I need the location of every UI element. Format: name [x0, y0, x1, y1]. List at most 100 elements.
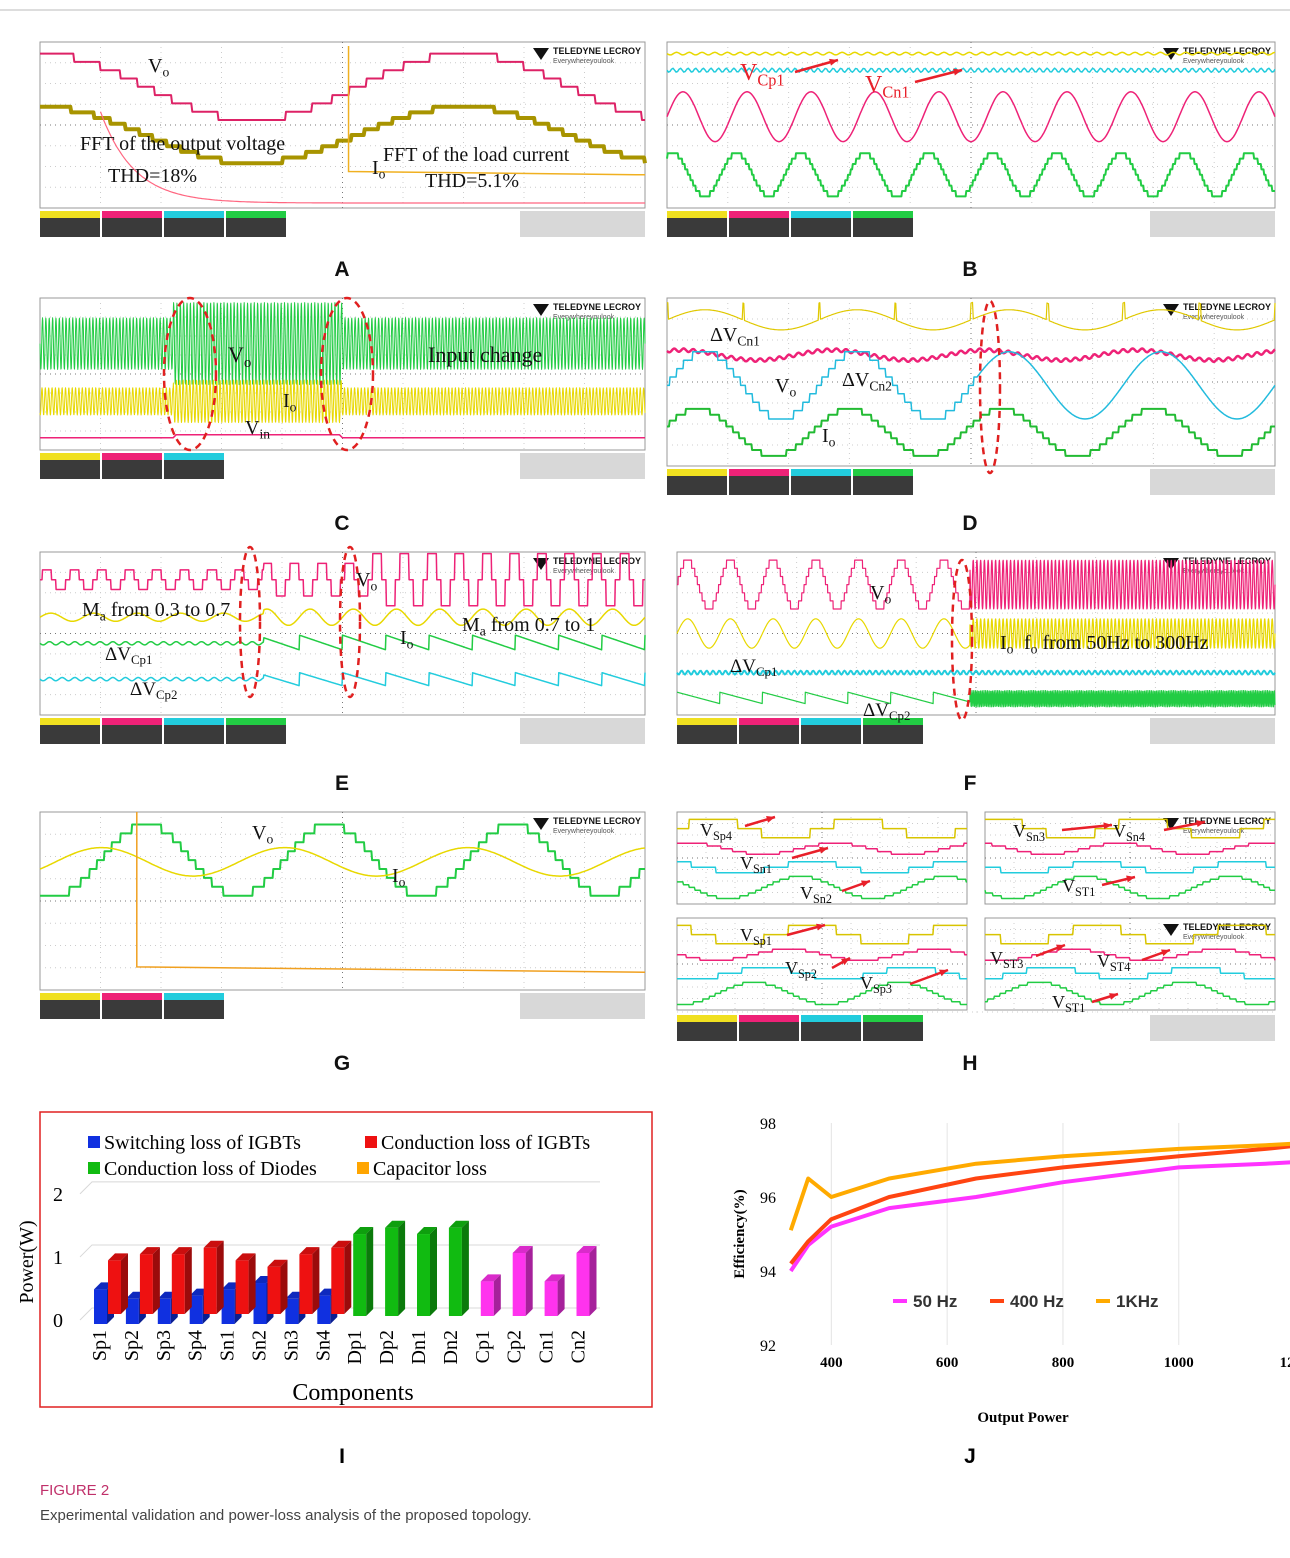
annotation-text: I — [400, 627, 407, 649]
annotation-text: V — [870, 582, 885, 604]
bar — [417, 1227, 437, 1316]
scope-timebase-box — [1150, 718, 1275, 744]
brand-tagline: Everywhereyoulook — [553, 828, 615, 835]
bar — [299, 1247, 319, 1314]
legend-swatch — [88, 1136, 100, 1148]
bar-front — [140, 1254, 153, 1314]
scope-channel-tag — [102, 211, 162, 218]
panel-letter: C — [334, 512, 349, 535]
caption-label: FIGURE 2 — [40, 1482, 109, 1499]
annotation-text: ΔV — [710, 324, 738, 346]
page: FIGURE 2 Experimental validation and pow… — [0, 0, 1290, 1558]
annotation-text: ΔV — [730, 656, 756, 677]
annotation-text: V — [228, 342, 244, 367]
bar-side — [312, 1247, 319, 1314]
annotation-text: V — [990, 948, 1003, 968]
annotation-tail: from 50Hz to 300Hz — [1037, 632, 1208, 654]
scope-channel-tag — [791, 211, 851, 218]
panel-letter: H — [962, 1052, 977, 1075]
chart-letter: I — [339, 1445, 345, 1468]
annotation-sub: o — [244, 355, 251, 371]
x-tick-label: 800 — [1052, 1355, 1075, 1371]
annotation: THD=5.1% — [425, 170, 519, 192]
bar — [481, 1274, 501, 1316]
bar-side — [249, 1253, 256, 1314]
annotation-text: V — [1062, 876, 1075, 896]
bar-front — [236, 1260, 249, 1314]
scope-timebase-box — [520, 453, 645, 479]
x-tick-label: Cn1 — [536, 1330, 558, 1363]
bar-front — [172, 1254, 185, 1314]
panel-letter: A — [334, 258, 349, 281]
scope-timebase-box — [520, 993, 645, 1019]
legend-label: Conduction loss of IGBTs — [381, 1132, 590, 1154]
annotation-text: V — [148, 55, 163, 77]
annotation-sub: Sn2 — [813, 892, 832, 906]
x-tick-label: 1200 — [1280, 1355, 1290, 1371]
scope-channel-tag — [739, 718, 799, 725]
figure: FIGURE 2 Experimental validation and pow… — [0, 0, 1290, 1558]
bar-side — [558, 1274, 565, 1316]
bar-front — [331, 1248, 344, 1314]
annotation-text: FFT of the output voltage — [80, 133, 285, 155]
scope-timebase-box — [1150, 211, 1275, 237]
scope-channel-tag — [40, 453, 100, 460]
scope-channel-tag — [677, 1015, 737, 1022]
annotation-text: V — [356, 569, 371, 591]
bar — [172, 1247, 192, 1314]
annotation-sub: o — [290, 399, 297, 414]
x-tick-label: Sn2 — [249, 1330, 271, 1361]
chart-letter: J — [964, 1445, 976, 1468]
annotation-sub: ST1 — [1065, 1001, 1085, 1015]
annotation-sub: o — [1007, 641, 1014, 656]
bar-side — [344, 1241, 351, 1314]
x-tick-label: Cp1 — [472, 1330, 494, 1363]
annotation-text: M — [462, 614, 480, 636]
panel-letter: D — [962, 512, 977, 535]
scope-channel-tag — [40, 993, 100, 1000]
x-tick-label: Dp2 — [376, 1330, 398, 1364]
scope-channel-tag — [677, 718, 737, 725]
annotation-text: V — [1013, 821, 1026, 841]
bar-side — [590, 1246, 597, 1316]
bar — [513, 1246, 533, 1316]
x-tick-label: Dp1 — [344, 1330, 366, 1364]
brand-name: TELEDYNE LECROY — [1183, 302, 1271, 312]
scope-channel-tag — [164, 993, 224, 1000]
bar-side — [462, 1221, 469, 1316]
annotation: FFT of the output voltage — [80, 133, 285, 155]
y-tick-label: 96 — [760, 1190, 776, 1207]
x-tick-label: 400 — [820, 1355, 843, 1371]
annotation-sub: o — [399, 874, 406, 889]
bar-front — [268, 1267, 281, 1314]
annotation-text: V — [785, 958, 798, 978]
annotation-text: V — [740, 925, 753, 945]
annotation-sub: Cp1 — [757, 70, 784, 89]
line-series — [791, 1160, 1290, 1271]
bar-front — [353, 1234, 366, 1316]
legend-swatch — [357, 1162, 369, 1174]
brand-tagline: Everywhereyoulook — [553, 568, 615, 575]
bar-front — [417, 1234, 430, 1316]
bar — [108, 1253, 128, 1314]
annotation-sub: ST1 — [1075, 885, 1095, 899]
annotation-sub: o — [789, 384, 796, 399]
bar-side — [366, 1227, 373, 1316]
annotation-sub: Cp2 — [889, 708, 911, 723]
bar-side — [153, 1247, 160, 1314]
annotation-sub: Sp3 — [873, 982, 892, 996]
annotation-text: V — [860, 973, 873, 993]
bar-side — [494, 1274, 501, 1316]
y-tick-label: 2 — [53, 1184, 63, 1206]
annotation-sub: Sn1 — [753, 862, 772, 876]
brand-tagline: Everywhereyoulook — [553, 58, 615, 65]
bar — [545, 1274, 565, 1316]
annotation-sub: Cn2 — [869, 378, 892, 393]
scope-channel-tag — [801, 718, 861, 725]
x-tick-label: Cp2 — [504, 1330, 526, 1363]
scope-channel-tag — [729, 469, 789, 476]
bar-front — [545, 1281, 558, 1316]
annotation-sub: Sn3 — [1026, 830, 1045, 844]
annotation-sub: o — [379, 166, 386, 181]
brand-tagline: Everywhereyoulook — [1183, 58, 1245, 65]
